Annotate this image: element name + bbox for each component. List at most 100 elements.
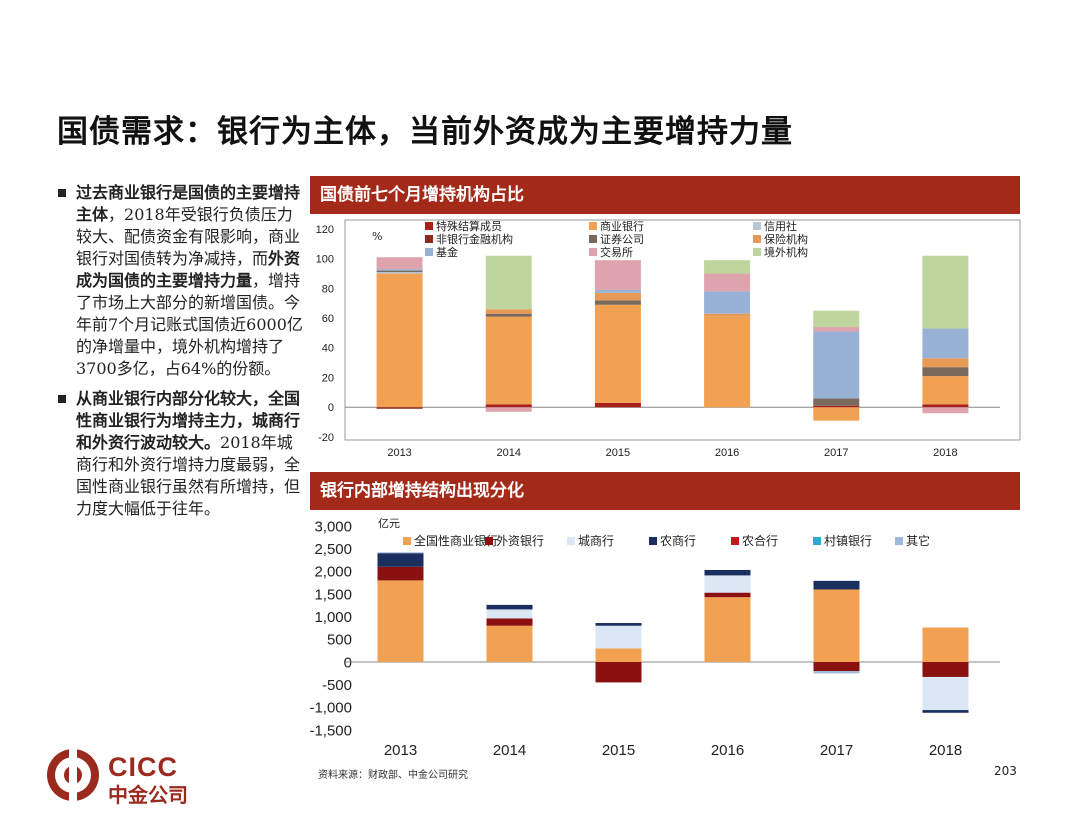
chart2-ytick-label: 0 xyxy=(344,654,352,671)
chart2-ytick-label: 2,500 xyxy=(314,541,352,558)
chart2-bar-segment xyxy=(486,625,533,662)
chart1-bar-segment xyxy=(485,313,532,317)
chart2-bar-segment xyxy=(922,676,969,711)
chart1-legend-swatch xyxy=(753,235,761,243)
page-number: 203 xyxy=(994,764,1017,778)
chart2-bar-segment xyxy=(922,662,969,677)
chart1-legend-label: 境外机构 xyxy=(764,245,808,259)
chart2-bar-segment xyxy=(595,625,642,649)
chart2-legend-swatch xyxy=(731,537,739,545)
chart1-bar-segment xyxy=(922,358,969,368)
chart1-xtick-label: 2018 xyxy=(933,447,957,459)
chart2-ytick-label: 3,000 xyxy=(314,518,352,535)
chart1-bar-segment xyxy=(922,255,969,329)
chart1-plot-frame xyxy=(344,219,1021,441)
chart1-bar-segment xyxy=(485,407,532,412)
chart2-ytick-label: -1,000 xyxy=(309,700,352,717)
chart1-bar-segment xyxy=(704,273,751,292)
logo-text-cn: 中金公司 xyxy=(108,783,188,807)
bullet-text: 过去商业银行是国债的主要增持主体 xyxy=(76,183,301,224)
chart1-bar-segment xyxy=(485,309,532,314)
logo-text-en: CICC xyxy=(108,752,178,782)
chart1-legend-swatch xyxy=(753,248,761,256)
page-title: 国债需求：银行为主体，当前外资成为主要增持力量 xyxy=(57,114,793,150)
chart2-bar-segment xyxy=(813,580,860,590)
chart1-bar-segment xyxy=(594,260,641,290)
bullet-marker xyxy=(58,395,66,403)
chart1-bar-segment xyxy=(594,304,641,403)
chart1-bar-segment xyxy=(594,402,641,408)
chart1-xtick-label: 2013 xyxy=(387,447,411,459)
bullet-text: 外资成为国债的主要增持力量 xyxy=(76,249,301,290)
chart1-ytick-label: 20 xyxy=(322,372,334,384)
chart1-legend-label: 基金 xyxy=(436,245,458,259)
chart1-bar-segment xyxy=(704,291,751,314)
chart1-bar-segment xyxy=(704,316,751,408)
chart2-ytick-label: 2,000 xyxy=(314,564,352,581)
chart2-bar-segment xyxy=(922,710,969,713)
chart1-legend-label: 非银行金融机构 xyxy=(436,232,513,246)
chart1-bar-segment xyxy=(813,398,860,406)
chart2-legend-swatch xyxy=(649,537,657,545)
chart1-bar-segment xyxy=(594,300,641,305)
chart2-bar-segment xyxy=(813,589,860,662)
chart2-legend-label: 城商行 xyxy=(578,533,614,548)
chart2-bar-segment xyxy=(486,609,533,619)
chart2-ytick-label: 500 xyxy=(327,632,352,649)
cicc-logo-icon xyxy=(47,745,99,805)
chart1-legend-swatch xyxy=(589,235,597,243)
chart1-bar-segment xyxy=(704,260,751,274)
chart1-bar-segment xyxy=(813,405,860,408)
bullet-list: 过去商业银行是国债的主要增持主体，2018年受银行负债压力较大、配债资金有限影响… xyxy=(58,182,308,528)
bullet-item-1: 过去商业银行是国债的主要增持主体，2018年受银行负债压力较大、配债资金有限影响… xyxy=(58,182,308,380)
chart1-unit-label: % xyxy=(372,230,382,243)
chart1-bar-segment xyxy=(922,328,969,359)
chart2-bar-segment xyxy=(377,552,424,554)
chart1-bar-segment xyxy=(376,270,423,273)
chart2-bar-segment xyxy=(922,627,969,662)
chart1-xtick-label: 2014 xyxy=(497,447,521,459)
chart2-ytick-label: -500 xyxy=(322,677,352,694)
chart1-legend-label: 交易所 xyxy=(600,245,633,259)
chart1-ytick-label: -20 xyxy=(318,432,334,444)
chart1-xtick-label: 2017 xyxy=(824,447,848,459)
chart1-bar-segment xyxy=(594,289,641,293)
chart2-ytick-label: -1,500 xyxy=(309,722,352,739)
chart2-unit-label: 亿元 xyxy=(378,517,400,530)
chart1-bar-segment xyxy=(922,407,969,414)
chart1-legend-label: 证券公司 xyxy=(600,232,644,246)
chart1-bar-segment xyxy=(376,273,423,408)
chart2-legend-label: 村镇银行 xyxy=(824,534,872,548)
chart2-bar-segment xyxy=(704,569,751,576)
chart2-ytick-label: 1,000 xyxy=(314,609,352,626)
chart2-legend-swatch xyxy=(895,537,903,545)
chart2-legend-swatch xyxy=(813,537,821,545)
chart1-bar-segment xyxy=(594,292,641,301)
chart1-legend-swatch xyxy=(753,222,761,230)
chart1-legend-label: 保险机构 xyxy=(764,232,808,246)
chart1-legend-label: 商业银行 xyxy=(600,219,644,233)
chart1-bar-segment xyxy=(922,376,969,405)
chart1-ytick-label: 60 xyxy=(322,313,334,325)
chart1-legend-swatch xyxy=(425,248,433,256)
bullet-item-2: 从商业银行内部分化较大，全国性商业银行为增持主力，城商行和外资行波动较大。201… xyxy=(58,388,308,520)
chart2-bar-segment xyxy=(377,580,424,662)
chart2-legend-label: 其它 xyxy=(906,533,930,548)
source-note: 资料来源：财政部、中金公司研究 xyxy=(318,770,468,781)
chart2-bar-segment xyxy=(813,671,860,674)
chart1-bar-segment xyxy=(485,255,532,310)
chart2-bar-segment xyxy=(704,575,751,593)
chart1-ytick-label: 80 xyxy=(322,283,334,295)
chart1-legend-label: 特殊结算成员 xyxy=(436,219,502,233)
chart1-bar-segment xyxy=(485,404,532,408)
chart1-xtick-label: 2016 xyxy=(715,447,739,459)
chart1-ytick-label: 40 xyxy=(322,343,334,355)
bullet-text: ，增持了市场上大部分的新增国债。今年前7个月记账式国债近6000亿的净增量中，境… xyxy=(76,271,303,378)
chart2-header: 银行内部增持结构出现分化 xyxy=(310,472,1020,510)
chart1-header: 国债前七个月增持机构占比 xyxy=(310,176,1020,214)
chart1-bar-segment xyxy=(376,407,423,409)
bullet-text: 2018年城商行和外资行增持力度最弱，全国性商业银行虽然有所增持，但力度大幅低于… xyxy=(76,433,301,518)
chart2-legend-label: 农商行 xyxy=(660,533,696,548)
